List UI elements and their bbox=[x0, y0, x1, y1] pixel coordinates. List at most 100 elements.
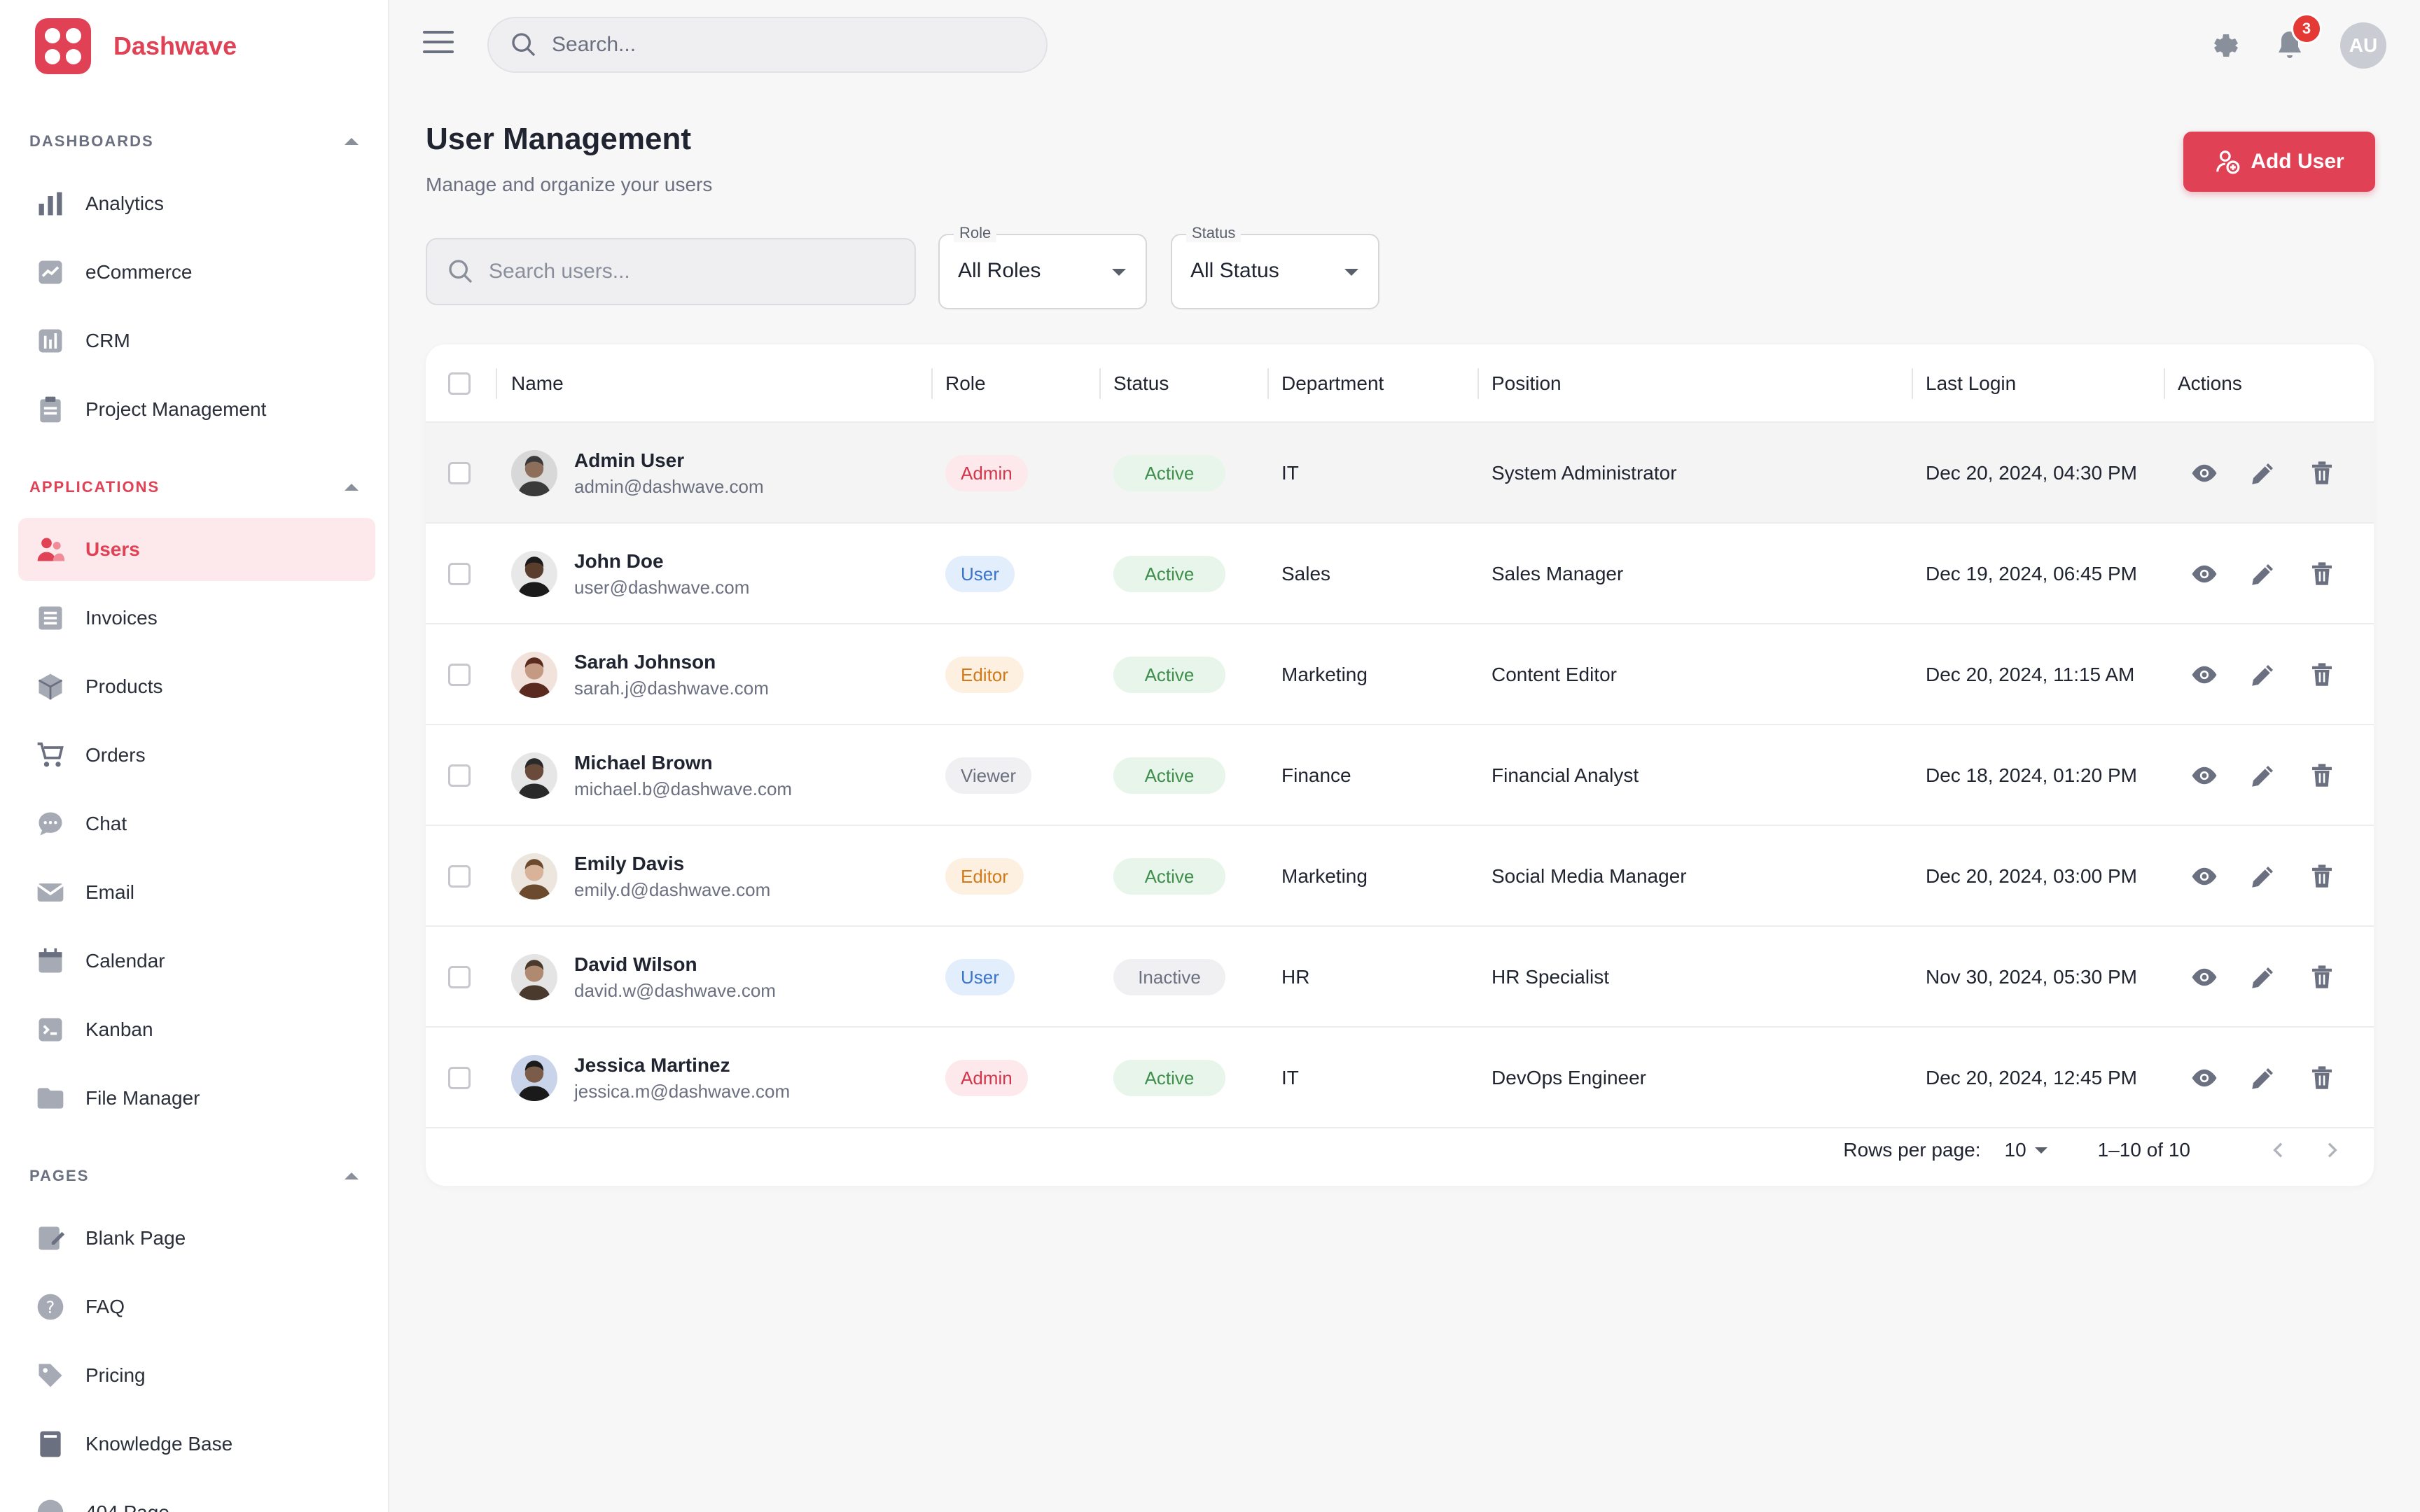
column-header-actions: Actions bbox=[2178, 372, 2242, 394]
view-button[interactable] bbox=[2189, 962, 2220, 993]
delete-button[interactable] bbox=[2307, 962, 2337, 993]
row-checkbox[interactable] bbox=[448, 826, 471, 927]
sidebar-item-kanban[interactable]: Kanban bbox=[18, 998, 375, 1061]
row-checkbox[interactable] bbox=[448, 524, 471, 624]
section-pages[interactable]: PAGES bbox=[29, 1162, 366, 1190]
position-cell: System Administrator bbox=[1491, 462, 1677, 484]
notifications-button[interactable]: 3 bbox=[2273, 13, 2322, 62]
view-button[interactable] bbox=[2189, 659, 2220, 690]
eye-icon bbox=[2192, 766, 2217, 785]
sidebar-item-label: Orders bbox=[85, 744, 146, 766]
edit-button[interactable] bbox=[2248, 458, 2279, 489]
edit-button[interactable] bbox=[2248, 760, 2279, 791]
role-select[interactable]: Role All Roles bbox=[938, 224, 1147, 309]
column-header-role[interactable]: Role bbox=[945, 372, 986, 394]
sidebar-item-crm[interactable]: CRM bbox=[18, 309, 375, 372]
sidebar-item-chat[interactable]: Chat bbox=[18, 792, 375, 855]
avatar bbox=[511, 450, 557, 496]
role-badge: User bbox=[945, 556, 1015, 592]
table-row[interactable]: David Wilson david.w@dashwave.com User I… bbox=[426, 927, 2374, 1028]
sidebar-item-blank-page[interactable]: Blank Page bbox=[18, 1207, 375, 1270]
sidebar-item-404-page[interactable]: 404 Page bbox=[18, 1481, 375, 1512]
section-title: APPLICATIONS bbox=[29, 478, 160, 496]
add-user-button[interactable]: Add User bbox=[2183, 132, 2375, 192]
table-row[interactable]: Admin User admin@dashwave.com Admin Acti… bbox=[426, 423, 2374, 524]
column-header-position[interactable]: Position bbox=[1491, 372, 1562, 394]
sidebar-item-invoices[interactable]: Invoices bbox=[18, 587, 375, 650]
view-button[interactable] bbox=[2189, 1063, 2220, 1093]
edit-button[interactable] bbox=[2248, 1063, 2279, 1093]
view-button[interactable] bbox=[2189, 559, 2220, 589]
last-login-cell: Dec 20, 2024, 11:15 AM bbox=[1926, 664, 2135, 685]
user-name: John Doe bbox=[574, 550, 664, 572]
sidebar-item-knowledge-base[interactable]: Knowledge Base bbox=[18, 1413, 375, 1476]
trash-icon bbox=[2312, 864, 2332, 888]
position-cell: DevOps Engineer bbox=[1491, 1067, 1647, 1088]
edit-button[interactable] bbox=[2248, 559, 2279, 589]
sidebar-item-pricing[interactable]: Pricing bbox=[18, 1344, 375, 1407]
sidebar-item-users[interactable]: Users bbox=[18, 518, 375, 581]
column-header-status[interactable]: Status bbox=[1113, 372, 1169, 394]
sidebar-item-analytics[interactable]: Analytics bbox=[18, 172, 375, 235]
edit-icon bbox=[35, 1223, 66, 1254]
user-search-input[interactable]: Search users... bbox=[426, 238, 916, 305]
last-login-cell: Dec 20, 2024, 04:30 PM bbox=[1926, 462, 2137, 484]
global-search-input[interactable]: Search... bbox=[487, 17, 1048, 73]
menu-toggle-icon[interactable] bbox=[423, 31, 454, 59]
delete-button[interactable] bbox=[2307, 659, 2337, 690]
row-checkbox[interactable] bbox=[448, 423, 471, 524]
column-header-department[interactable]: Department bbox=[1281, 372, 1384, 394]
rows-per-page-select[interactable]: 10 bbox=[2004, 1139, 2026, 1161]
prev-page-button[interactable] bbox=[2265, 1136, 2293, 1164]
edit-button[interactable] bbox=[2248, 861, 2279, 892]
sidebar-item-ecommerce[interactable]: eCommerce bbox=[18, 241, 375, 304]
section-applications[interactable]: APPLICATIONS bbox=[29, 473, 366, 501]
status-select-label: Status bbox=[1186, 224, 1242, 242]
column-chart-icon bbox=[35, 326, 66, 356]
delete-button[interactable] bbox=[2307, 861, 2337, 892]
delete-button[interactable] bbox=[2307, 760, 2337, 791]
collapse-icon bbox=[345, 138, 359, 145]
pencil-icon bbox=[2252, 766, 2273, 787]
select-all-checkbox[interactable] bbox=[448, 344, 471, 423]
sidebar-item-file-manager[interactable]: File Manager bbox=[18, 1067, 375, 1130]
brand[interactable]: Dashwave bbox=[35, 18, 237, 74]
user-avatar[interactable]: AU bbox=[2340, 22, 2386, 69]
next-page-button[interactable] bbox=[2318, 1136, 2346, 1164]
status-select[interactable]: Status All Status bbox=[1171, 224, 1379, 309]
edit-button[interactable] bbox=[2248, 659, 2279, 690]
section-dashboards[interactable]: DASHBOARDS bbox=[29, 127, 366, 155]
column-header-name[interactable]: Name bbox=[511, 372, 564, 394]
edit-button[interactable] bbox=[2248, 962, 2279, 993]
table-row[interactable]: John Doe user@dashwave.com User Active S… bbox=[426, 524, 2374, 624]
sidebar-item-orders[interactable]: Orders bbox=[18, 724, 375, 787]
table-row[interactable]: Jessica Martinez jessica.m@dashwave.com … bbox=[426, 1028, 2374, 1128]
sidebar-item-project-management[interactable]: Project Management bbox=[18, 378, 375, 441]
sidebar-item-products[interactable]: Products bbox=[18, 655, 375, 718]
collapse-icon bbox=[345, 1172, 359, 1180]
view-button[interactable] bbox=[2189, 861, 2220, 892]
last-login-cell: Dec 20, 2024, 03:00 PM bbox=[1926, 865, 2137, 887]
delete-button[interactable] bbox=[2307, 1063, 2337, 1093]
delete-button[interactable] bbox=[2307, 559, 2337, 589]
avatar bbox=[511, 652, 557, 698]
sidebar-item-calendar[interactable]: Calendar bbox=[18, 930, 375, 993]
row-checkbox[interactable] bbox=[448, 624, 471, 725]
chevron-down-icon[interactable] bbox=[2034, 1147, 2047, 1154]
delete-button[interactable] bbox=[2307, 458, 2337, 489]
table-row[interactable]: Michael Brown michael.b@dashwave.com Vie… bbox=[426, 725, 2374, 826]
table-row[interactable]: Emily Davis emily.d@dashwave.com Editor … bbox=[426, 826, 2374, 927]
view-button[interactable] bbox=[2189, 760, 2220, 791]
sidebar-item-faq[interactable]: ? FAQ bbox=[18, 1275, 375, 1338]
column-header-last-login[interactable]: Last Login bbox=[1926, 372, 2017, 394]
row-checkbox[interactable] bbox=[448, 927, 471, 1028]
sidebar-item-email[interactable]: Email bbox=[18, 861, 375, 924]
row-checkbox[interactable] bbox=[448, 725, 471, 826]
section-title: DASHBOARDS bbox=[29, 132, 154, 150]
row-checkbox[interactable] bbox=[448, 1028, 471, 1128]
gear-icon[interactable] bbox=[2206, 29, 2239, 62]
table-row[interactable]: Sarah Johnson sarah.j@dashwave.com Edito… bbox=[426, 624, 2374, 725]
trash-icon bbox=[2312, 1066, 2332, 1089]
view-button[interactable] bbox=[2189, 458, 2220, 489]
chevron-down-icon bbox=[1112, 269, 1126, 276]
